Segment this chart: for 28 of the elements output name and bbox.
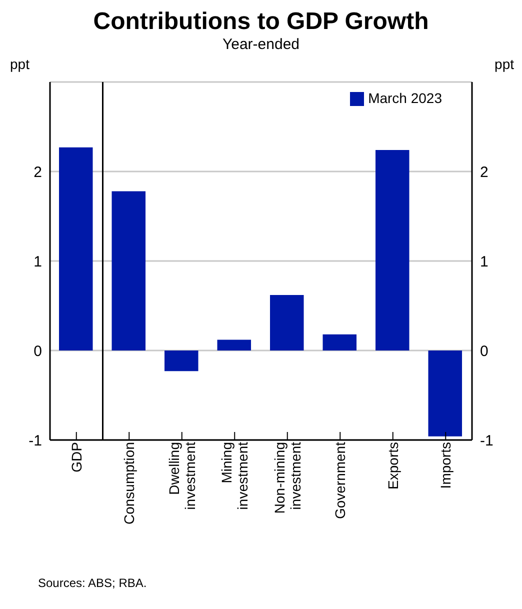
bar xyxy=(217,340,252,350)
bar xyxy=(322,334,357,350)
bar xyxy=(376,150,410,350)
x-tick-label: Exports xyxy=(384,442,401,490)
y-axis-title: ppt xyxy=(10,56,30,72)
chart-title: Contributions to GDP Growth xyxy=(92,8,430,36)
y2-tick-label: 1 xyxy=(480,253,488,270)
y2-tick-label: -1 xyxy=(480,432,494,450)
y-tick-label: 1 xyxy=(34,253,42,270)
y2-tick-label: 0 xyxy=(480,342,488,360)
y-tick-label: 2 xyxy=(34,164,42,181)
x-tick-label: Consumption xyxy=(121,442,138,524)
bar xyxy=(59,147,93,350)
bar xyxy=(270,295,304,350)
x-tick-label: Government xyxy=(332,442,348,520)
x-tick-label: Dwelling investment xyxy=(166,442,198,510)
bar xyxy=(164,350,198,372)
x-tick-label: GDP xyxy=(68,442,84,472)
y-tick-label: -1 xyxy=(28,432,42,450)
y2-axis-title: ppt xyxy=(494,56,514,72)
chart-subtitle: Year-ended xyxy=(221,36,300,54)
x-tick-label: Imports xyxy=(438,442,454,489)
source-note: Sources: ABS; RBA. xyxy=(38,576,148,590)
y-tick-label: 0 xyxy=(34,342,42,360)
bar xyxy=(112,191,146,350)
legend-label: March 2023 xyxy=(368,90,442,106)
y2-tick-label: 2 xyxy=(480,164,488,181)
bar xyxy=(428,350,462,436)
